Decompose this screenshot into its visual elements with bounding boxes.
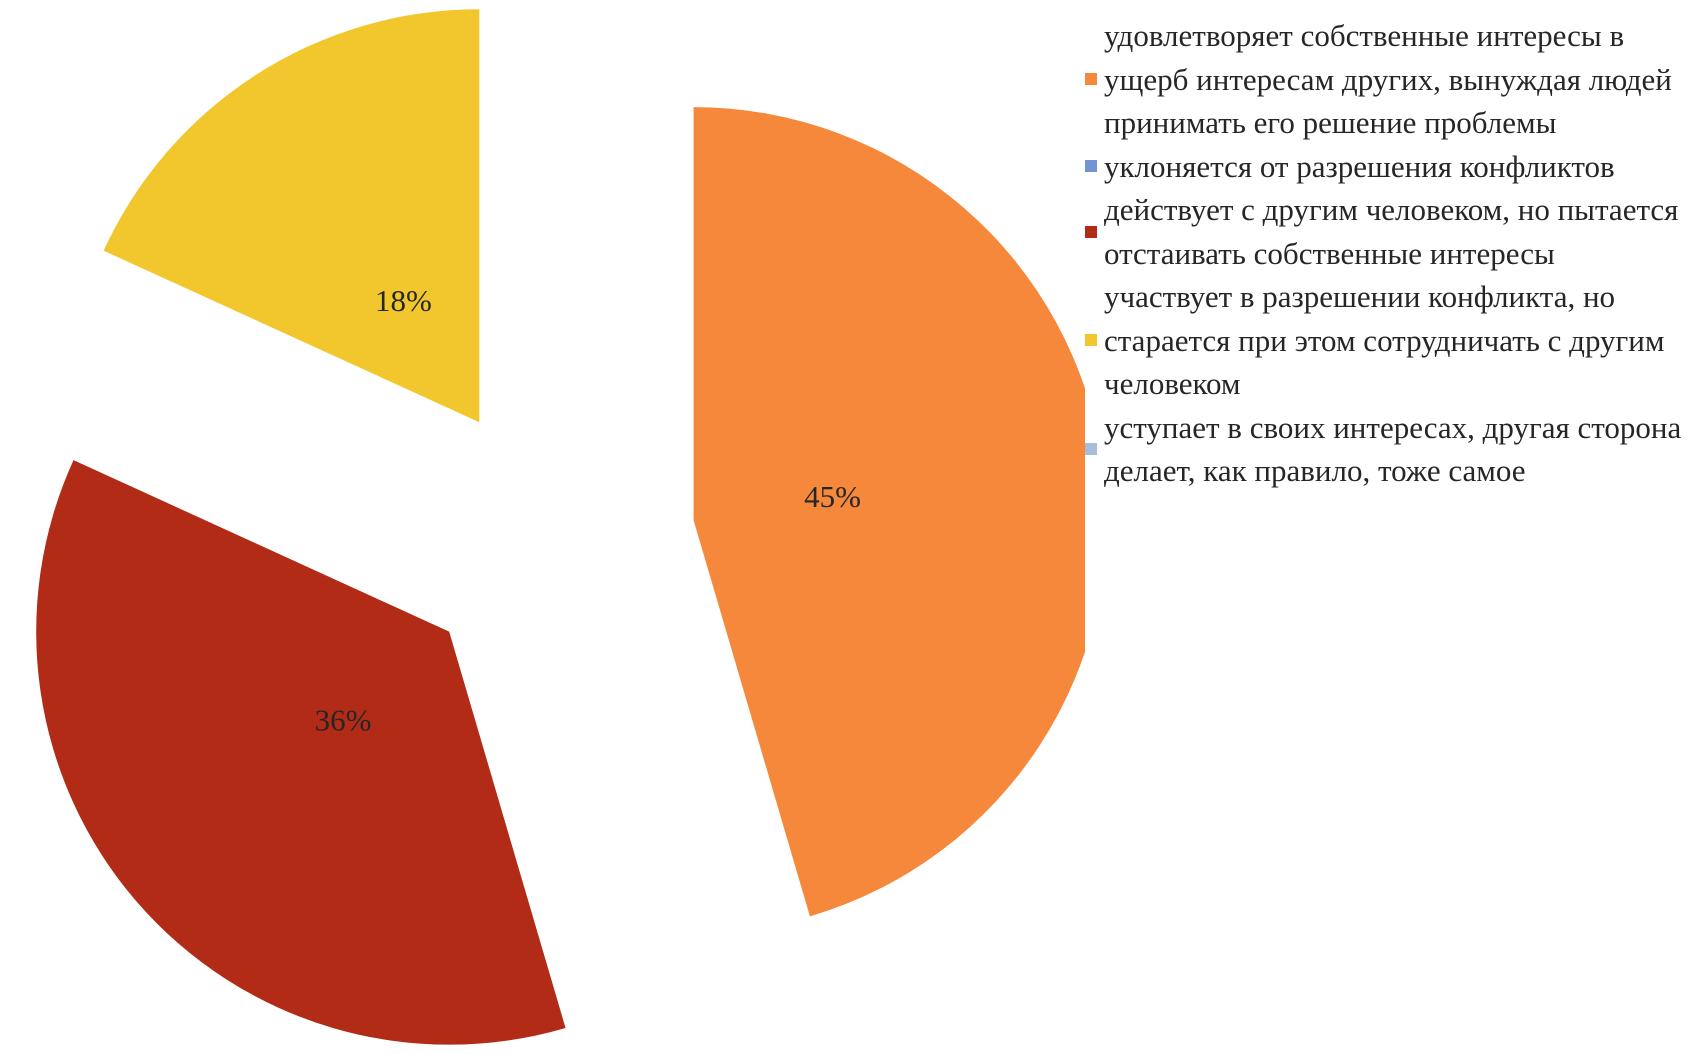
legend-swatch (1085, 160, 1097, 173)
data-label: 18% (375, 283, 432, 318)
data-label: 45% (804, 479, 861, 514)
legend-label: уклоняется от разрешения конфликтов (1104, 148, 1615, 184)
legend-entry: действует с другим человеком, но пытаетс… (1085, 188, 1695, 275)
legend-label: действует с другим человеком, но пытаетс… (1104, 192, 1679, 271)
legend-label: удовлетворяет собственные интересы в уще… (1104, 18, 1672, 140)
legend-swatch (1085, 334, 1097, 347)
pie-area: 45% 36% 18% (36, 9, 1085, 1045)
pie-slice (103, 9, 480, 423)
legend-swatch (1085, 225, 1097, 238)
legend-entry: удовлетворяет собственные интересы в уще… (1085, 14, 1695, 145)
legend-label: участвует в разрешении конфликта, но ста… (1104, 279, 1665, 401)
legend-entry: уклоняется от разрешения конфликтов (1085, 145, 1695, 189)
legend-swatch (1085, 73, 1097, 86)
legend-entry: участвует в разрешении конфликта, но ста… (1085, 275, 1695, 406)
legend-label: уступает в своих интересах, другая сторо… (1104, 409, 1682, 489)
legend-swatch (1085, 443, 1097, 455)
pie-slice (36, 460, 566, 1045)
pie-slice (693, 107, 1085, 917)
legend-entry: уступает в своих интересах, другая сторо… (1085, 406, 1695, 493)
data-label: 36% (315, 703, 372, 738)
legend: удовлетворяет собственные интересы в уще… (1085, 14, 1695, 493)
